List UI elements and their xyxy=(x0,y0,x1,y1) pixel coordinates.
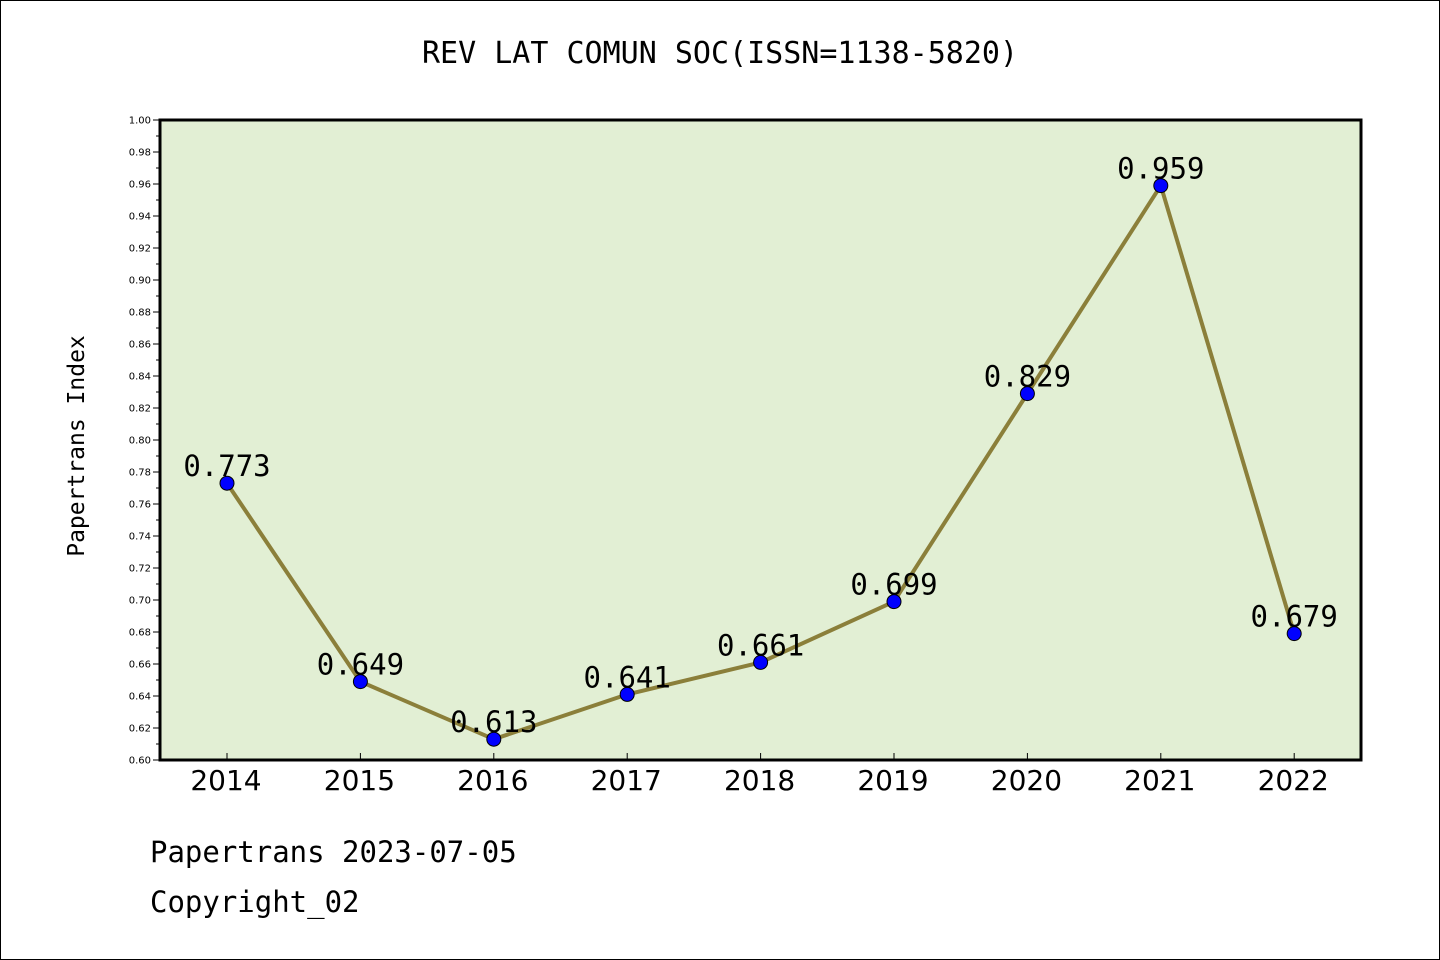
data-label: 0.641 xyxy=(584,660,671,694)
y-tick-label: 0.98 xyxy=(129,148,151,159)
plot-border xyxy=(158,118,1363,762)
footer-date: Papertrans 2023-07-05 xyxy=(150,835,517,869)
data-point xyxy=(886,594,902,610)
y-tick-label: 0.88 xyxy=(129,308,151,319)
data-point xyxy=(1286,626,1302,642)
y-tick-label: 0.96 xyxy=(129,180,151,191)
y-tick-label: 0.86 xyxy=(129,340,151,351)
y-tick-label: 0.82 xyxy=(129,404,151,415)
x-tick-label: 2019 xyxy=(857,764,928,797)
data-label: 0.649 xyxy=(317,648,404,682)
x-tick-label: 2020 xyxy=(991,764,1062,797)
y-axis-ticks: 0.60 0.62 0.64 0.66 0.68 0.70 0.72 0.74 0.76 0.78… xyxy=(129,116,160,767)
y-tick-label: 0.76 xyxy=(129,500,151,511)
data-label: 0.773 xyxy=(183,449,270,483)
data-label: 0.679 xyxy=(1251,600,1338,634)
y-tick-label: 0.84 xyxy=(129,372,151,383)
y-tick-label: 1.00 xyxy=(129,116,151,127)
x-axis-ticks: 2014 2015 2016 2017 2018 2019 2020 2021 2022 xyxy=(190,753,1329,797)
footer-copyright: Copyright_02 xyxy=(150,885,360,919)
y-tick-label: 0.94 xyxy=(129,212,151,223)
data-point xyxy=(352,674,368,690)
chart-title: REV LAT COMUN SOC(ISSN=1138-5820) xyxy=(421,36,1019,71)
y-tick-label: 0.60 xyxy=(129,756,151,767)
data-label: 0.959 xyxy=(1117,152,1204,186)
data-point xyxy=(219,475,235,491)
data-markers xyxy=(219,178,1302,747)
data-point xyxy=(619,686,635,702)
plot-area xyxy=(160,120,1361,760)
x-tick-label: 2018 xyxy=(724,764,795,797)
data-label: 0.613 xyxy=(450,705,537,739)
y-tick-label: 0.92 xyxy=(129,244,151,255)
x-tick-label: 2021 xyxy=(1124,764,1195,797)
y-tick-label: 0.80 xyxy=(129,436,151,447)
x-tick-label: 2022 xyxy=(1258,764,1329,797)
data-point xyxy=(486,731,502,747)
x-tick-label: 2017 xyxy=(591,764,662,797)
y-tick-label: 0.90 xyxy=(129,276,151,287)
data-label: 0.829 xyxy=(984,360,1071,394)
y-tick-label: 0.66 xyxy=(129,660,151,671)
data-point xyxy=(1019,386,1035,402)
y-tick-label: 0.64 xyxy=(129,692,151,703)
y-tick-label: 0.74 xyxy=(129,532,151,543)
x-tick-label: 2015 xyxy=(324,764,395,797)
data-point xyxy=(753,654,769,670)
x-tick-label: 2014 xyxy=(190,764,261,797)
data-point xyxy=(1153,178,1169,194)
y-tick-label: 0.62 xyxy=(129,724,151,735)
data-labels: 0.773 0.649 0.613 0.641 0.661 0.699 0.829 0.959… xyxy=(183,152,1338,740)
x-tick-label: 2016 xyxy=(457,764,528,797)
y-tick-label: 0.70 xyxy=(129,596,151,607)
y-tick-label: 0.68 xyxy=(129,628,151,639)
data-label: 0.661 xyxy=(717,628,804,662)
y-tick-label: 0.78 xyxy=(129,468,151,479)
data-label: 0.699 xyxy=(850,568,937,602)
y-tick-label: 0.72 xyxy=(129,564,151,575)
